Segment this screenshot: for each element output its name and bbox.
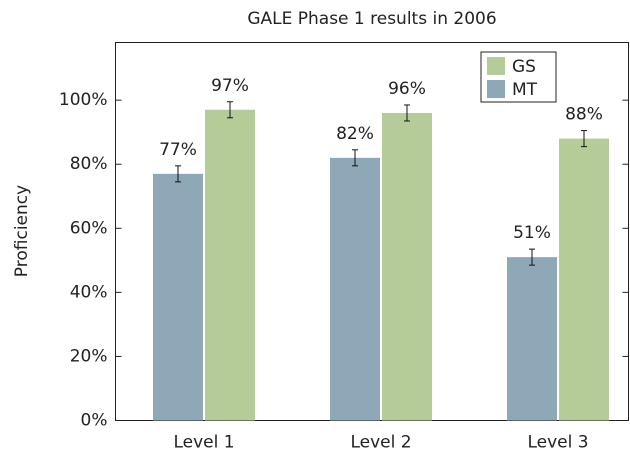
bar bbox=[382, 112, 432, 421]
bar bbox=[330, 157, 380, 421]
y-tick-label: 0% bbox=[81, 411, 108, 431]
y-axis-label: Proficiency bbox=[12, 185, 32, 277]
x-tick-label: Level 1 bbox=[173, 433, 234, 453]
data-label: 77% bbox=[159, 140, 197, 160]
data-label: 82% bbox=[336, 124, 374, 144]
bar bbox=[559, 138, 609, 421]
legend-label: MT bbox=[512, 80, 538, 100]
bar bbox=[153, 173, 203, 421]
legend-swatch bbox=[487, 80, 505, 98]
x-tick-label: Level 2 bbox=[350, 433, 411, 453]
chart-title: GALE Phase 1 results in 2006 bbox=[247, 9, 496, 29]
y-tick-label: 100% bbox=[59, 90, 108, 110]
y-tick-label: 60% bbox=[70, 218, 108, 238]
bar bbox=[507, 257, 557, 421]
y-tick-label: 20% bbox=[70, 346, 108, 366]
legend-swatch bbox=[487, 57, 505, 75]
y-tick-label: 40% bbox=[70, 282, 108, 302]
data-label: 88% bbox=[565, 105, 603, 125]
data-label: 96% bbox=[388, 79, 426, 99]
legend-label: GS bbox=[512, 57, 536, 77]
bar bbox=[205, 109, 255, 421]
x-tick-label: Level 3 bbox=[527, 433, 588, 453]
y-tick-label: 80% bbox=[70, 154, 108, 174]
data-label: 51% bbox=[513, 223, 551, 243]
data-label: 97% bbox=[211, 76, 249, 96]
